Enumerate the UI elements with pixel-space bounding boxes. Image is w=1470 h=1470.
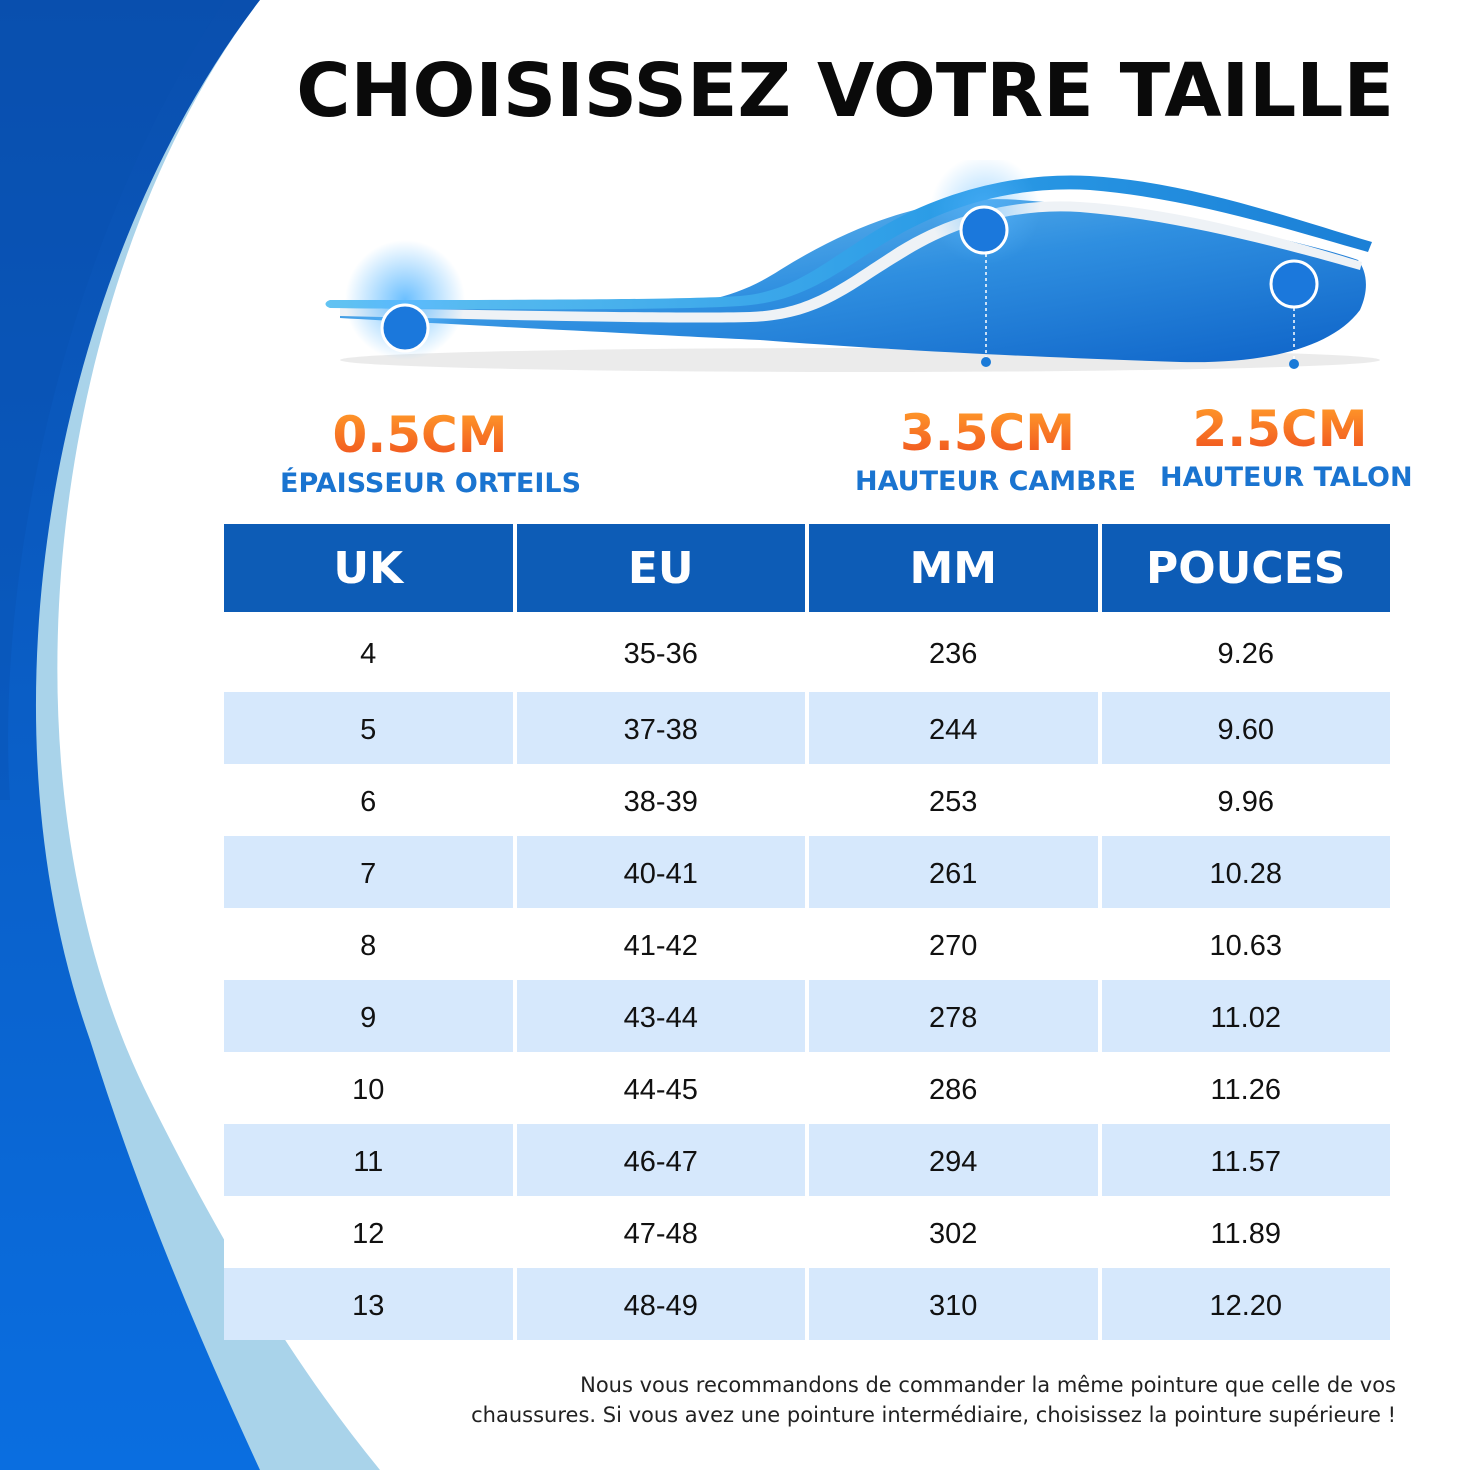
cell-pouces: 11.89 (1101, 1196, 1390, 1268)
cell-uk: 12 (224, 1196, 513, 1268)
cell-eu: 48-49 (516, 1268, 805, 1340)
table-row: 4 35-36 236 9.26 (224, 612, 1390, 692)
page-title: CHOISISSEZ VOTRE TAILLE (296, 48, 1394, 134)
toe-thickness-label: ÉPAISSEUR ORTEILS (280, 468, 582, 499)
cell-mm: 261 (809, 836, 1098, 908)
toe-thickness-value: 0.5CM (280, 410, 560, 460)
cell-eu: 43-44 (516, 980, 805, 1052)
cell-eu: 41-42 (516, 908, 805, 980)
cell-pouces: 11.26 (1101, 1052, 1390, 1124)
table-row: 7 40-41 261 10.28 (224, 836, 1390, 908)
note-line-2: chaussures. Si vous avez une pointure in… (471, 1403, 1396, 1427)
cell-mm: 278 (809, 980, 1098, 1052)
heel-height-label: HAUTEUR TALON (1160, 462, 1413, 493)
cell-eu: 40-41 (516, 836, 805, 908)
cell-uk: 5 (224, 692, 513, 764)
table-row: 6 38-39 253 9.96 (224, 764, 1390, 836)
table-row: 10 44-45 286 11.26 (224, 1052, 1390, 1124)
table-row: 13 48-49 310 12.20 (224, 1268, 1390, 1340)
size-chart-table: UK EU MM POUCES 4 35-36 236 9.26 5 37-38… (220, 524, 1394, 1340)
cell-pouces: 11.57 (1101, 1124, 1390, 1196)
cell-mm: 244 (809, 692, 1098, 764)
header-uk: UK (224, 524, 513, 612)
table-row: 12 47-48 302 11.89 (224, 1196, 1390, 1268)
cell-pouces: 9.60 (1101, 692, 1390, 764)
note-line-1: Nous vous recommandons de commander la m… (580, 1373, 1396, 1397)
table-row: 5 37-38 244 9.60 (224, 692, 1390, 764)
insole-illustration (325, 160, 1380, 372)
table-row: 8 41-42 270 10.63 (224, 908, 1390, 980)
cell-eu: 44-45 (516, 1052, 805, 1124)
cell-pouces: 12.20 (1101, 1268, 1390, 1340)
table-header-row: UK EU MM POUCES (224, 524, 1390, 612)
table-row: 9 43-44 278 11.02 (224, 980, 1390, 1052)
cell-pouces: 10.63 (1101, 908, 1390, 980)
cell-uk: 4 (224, 612, 513, 692)
heel-height-value: 2.5CM (1160, 404, 1400, 454)
cell-mm: 236 (809, 612, 1098, 692)
cell-uk: 6 (224, 764, 513, 836)
cell-eu: 38-39 (516, 764, 805, 836)
cell-mm: 253 (809, 764, 1098, 836)
cell-pouces: 11.02 (1101, 980, 1390, 1052)
header-pouces: POUCES (1101, 524, 1390, 612)
cell-pouces: 10.28 (1101, 836, 1390, 908)
size-recommendation-note: Nous vous recommandons de commander la m… (396, 1370, 1396, 1430)
cell-uk: 10 (224, 1052, 513, 1124)
header-mm: MM (809, 524, 1098, 612)
cell-eu: 47-48 (516, 1196, 805, 1268)
cell-mm: 310 (809, 1268, 1098, 1340)
table-row: 11 46-47 294 11.57 (224, 1124, 1390, 1196)
cell-pouces: 9.26 (1101, 612, 1390, 692)
cell-eu: 35-36 (516, 612, 805, 692)
header-eu: EU (516, 524, 805, 612)
cell-mm: 286 (809, 1052, 1098, 1124)
arch-height-label: HAUTEUR CAMBRE (855, 466, 1136, 497)
cell-mm: 302 (809, 1196, 1098, 1268)
cell-uk: 7 (224, 836, 513, 908)
arch-marker-icon (959, 205, 1009, 255)
cell-mm: 270 (809, 908, 1098, 980)
cell-mm: 294 (809, 1124, 1098, 1196)
arch-height-value: 3.5CM (855, 408, 1120, 458)
arch-height-callout: 3.5CM HAUTEUR CAMBRE (855, 408, 1136, 497)
cell-pouces: 9.96 (1101, 764, 1390, 836)
heel-height-callout: 2.5CM HAUTEUR TALON (1160, 404, 1413, 493)
toe-marker-icon (380, 303, 430, 353)
cell-uk: 8 (224, 908, 513, 980)
cell-eu: 46-47 (516, 1124, 805, 1196)
cell-uk: 13 (224, 1268, 513, 1340)
toe-thickness-callout: 0.5CM ÉPAISSEUR ORTEILS (280, 410, 582, 499)
heel-marker-icon (1269, 259, 1319, 309)
cell-uk: 11 (224, 1124, 513, 1196)
cell-uk: 9 (224, 980, 513, 1052)
cell-eu: 37-38 (516, 692, 805, 764)
